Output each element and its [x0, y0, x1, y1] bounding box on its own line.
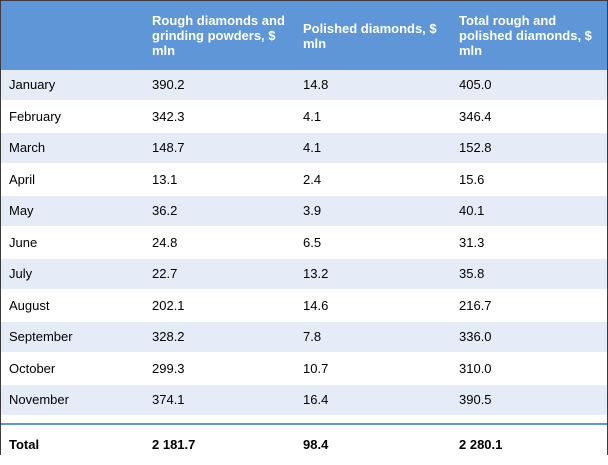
- table-row: August 202.1 14.6 216.7: [1, 289, 607, 322]
- cell-month: February: [1, 100, 144, 133]
- cell-total: 40.1: [451, 195, 607, 228]
- cell-month: June: [1, 226, 144, 259]
- table-row: March 148.7 4.1 152.8: [1, 132, 607, 165]
- cell-total: 390.5: [451, 384, 607, 417]
- cell-month: August: [1, 289, 144, 322]
- cell-polished: 7.8: [295, 321, 451, 354]
- cell-polished: 14.6: [295, 289, 451, 322]
- cell-polished: 4.1: [295, 100, 451, 133]
- cell-polished: 6.5: [295, 226, 451, 259]
- cell-polished: 4.1: [295, 132, 451, 165]
- cell-rough: 374.1: [144, 384, 295, 417]
- cell-rough: 342.3: [144, 100, 295, 133]
- cell-polished: 16.4: [295, 384, 451, 417]
- cell-total: 15.6: [451, 163, 607, 196]
- cell-rough: 22.7: [144, 258, 295, 291]
- cell-month: July: [1, 258, 144, 291]
- cell-total: 31.3: [451, 226, 607, 259]
- total-label: Total: [1, 424, 144, 465]
- cell-total: 346.4: [451, 100, 607, 133]
- cell-total: 35.8: [451, 258, 607, 291]
- table-row: May 36.2 3.9 40.1: [1, 195, 607, 228]
- cell-rough: 13.1: [144, 163, 295, 196]
- cell-total: 310.0: [451, 352, 607, 385]
- table-row: September 328.2 7.8 336.0: [1, 321, 607, 354]
- cell-polished: 14.8: [295, 70, 451, 102]
- table-row: July 22.7 13.2 35.8: [1, 258, 607, 291]
- header-total-diamonds: Total rough and polished diamonds, $ mln: [451, 1, 607, 70]
- cell-rough: 24.8: [144, 226, 295, 259]
- spacer-row: [1, 415, 607, 423]
- cell-month: March: [1, 132, 144, 165]
- total-rough: 2 181.7: [144, 424, 295, 465]
- total-row: Total 2 181.7 98.4 2 280.1: [1, 424, 607, 465]
- cell-month: September: [1, 321, 144, 354]
- cell-polished: 13.2: [295, 258, 451, 291]
- cell-polished: 10.7: [295, 352, 451, 385]
- table-row: February 342.3 4.1 346.4: [1, 100, 607, 133]
- cell-month: January: [1, 70, 144, 102]
- table-row: January 390.2 14.8 405.0: [1, 70, 607, 102]
- total-divider: [1, 422, 607, 425]
- cell-month: May: [1, 195, 144, 228]
- header-polished-diamonds: Polished diamonds, $ mln: [295, 1, 451, 70]
- cell-polished: 3.9: [295, 195, 451, 228]
- cell-total: 152.8: [451, 132, 607, 165]
- cell-rough: 148.7: [144, 132, 295, 165]
- table-row: November 374.1 16.4 390.5: [1, 384, 607, 417]
- cell-month: April: [1, 163, 144, 196]
- table-row: April 13.1 2.4 15.6: [1, 163, 607, 196]
- diamond-sales-table-container: Rough diamonds and grinding powders, $ m…: [0, 0, 608, 455]
- cell-rough: 36.2: [144, 195, 295, 228]
- cell-rough: 202.1: [144, 289, 295, 322]
- cell-rough: 328.2: [144, 321, 295, 354]
- cell-rough: 299.3: [144, 352, 295, 385]
- cell-month: October: [1, 352, 144, 385]
- cell-month: November: [1, 384, 144, 417]
- total-total: 2 280.1: [451, 424, 607, 465]
- table-header-row: Rough diamonds and grinding powders, $ m…: [1, 1, 607, 70]
- header-rough-diamonds: Rough diamonds and grinding powders, $ m…: [144, 1, 295, 70]
- cell-rough: 390.2: [144, 70, 295, 102]
- cell-total: 336.0: [451, 321, 607, 354]
- cell-total: 405.0: [451, 70, 607, 102]
- cell-polished: 2.4: [295, 163, 451, 196]
- total-polished: 98.4: [295, 424, 451, 465]
- table-row: October 299.3 10.7 310.0: [1, 352, 607, 385]
- header-month: [1, 1, 144, 70]
- table-row: June 24.8 6.5 31.3: [1, 226, 607, 259]
- cell-total: 216.7: [451, 289, 607, 322]
